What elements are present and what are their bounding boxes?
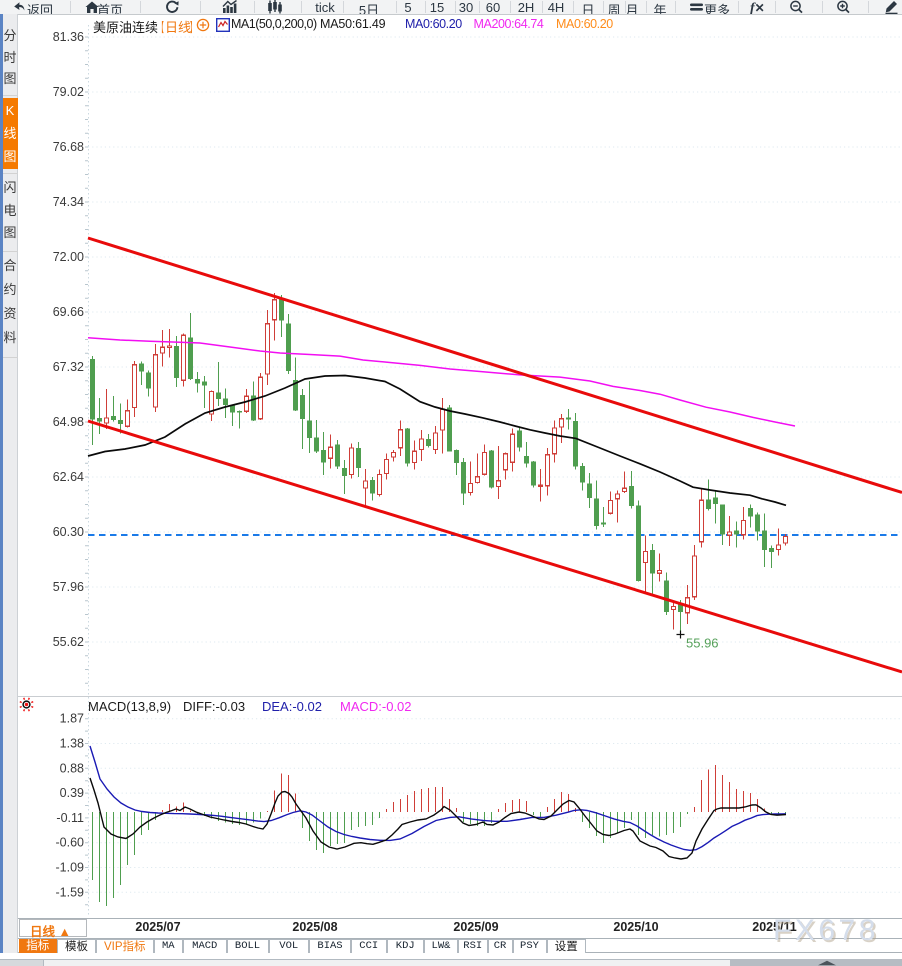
svg-text:67.32: 67.32 — [53, 360, 84, 374]
svg-text:74.34: 74.34 — [53, 195, 84, 209]
svg-text:1.38: 1.38 — [60, 737, 84, 751]
svg-text:-1.09: -1.09 — [56, 861, 85, 875]
svg-text:-1.59: -1.59 — [56, 885, 85, 899]
svg-text:79.02: 79.02 — [53, 85, 84, 99]
svg-text:62.64: 62.64 — [53, 470, 84, 484]
svg-text:55.62: 55.62 — [53, 635, 84, 649]
svg-text:-0.60: -0.60 — [56, 836, 85, 850]
svg-text:60.30: 60.30 — [53, 525, 84, 539]
svg-text:81.36: 81.36 — [53, 30, 84, 44]
svg-text:0.88: 0.88 — [60, 761, 84, 775]
svg-text:72.00: 72.00 — [53, 250, 84, 264]
svg-text:55.96: 55.96 — [686, 636, 719, 651]
svg-text:-0.11: -0.11 — [56, 811, 84, 825]
svg-text:69.66: 69.66 — [53, 305, 84, 319]
svg-text:57.96: 57.96 — [53, 580, 84, 594]
svg-text:0.39: 0.39 — [60, 786, 84, 800]
svg-text:64.98: 64.98 — [53, 415, 84, 429]
svg-text:76.68: 76.68 — [53, 140, 84, 154]
svg-text:1.87: 1.87 — [60, 712, 84, 726]
